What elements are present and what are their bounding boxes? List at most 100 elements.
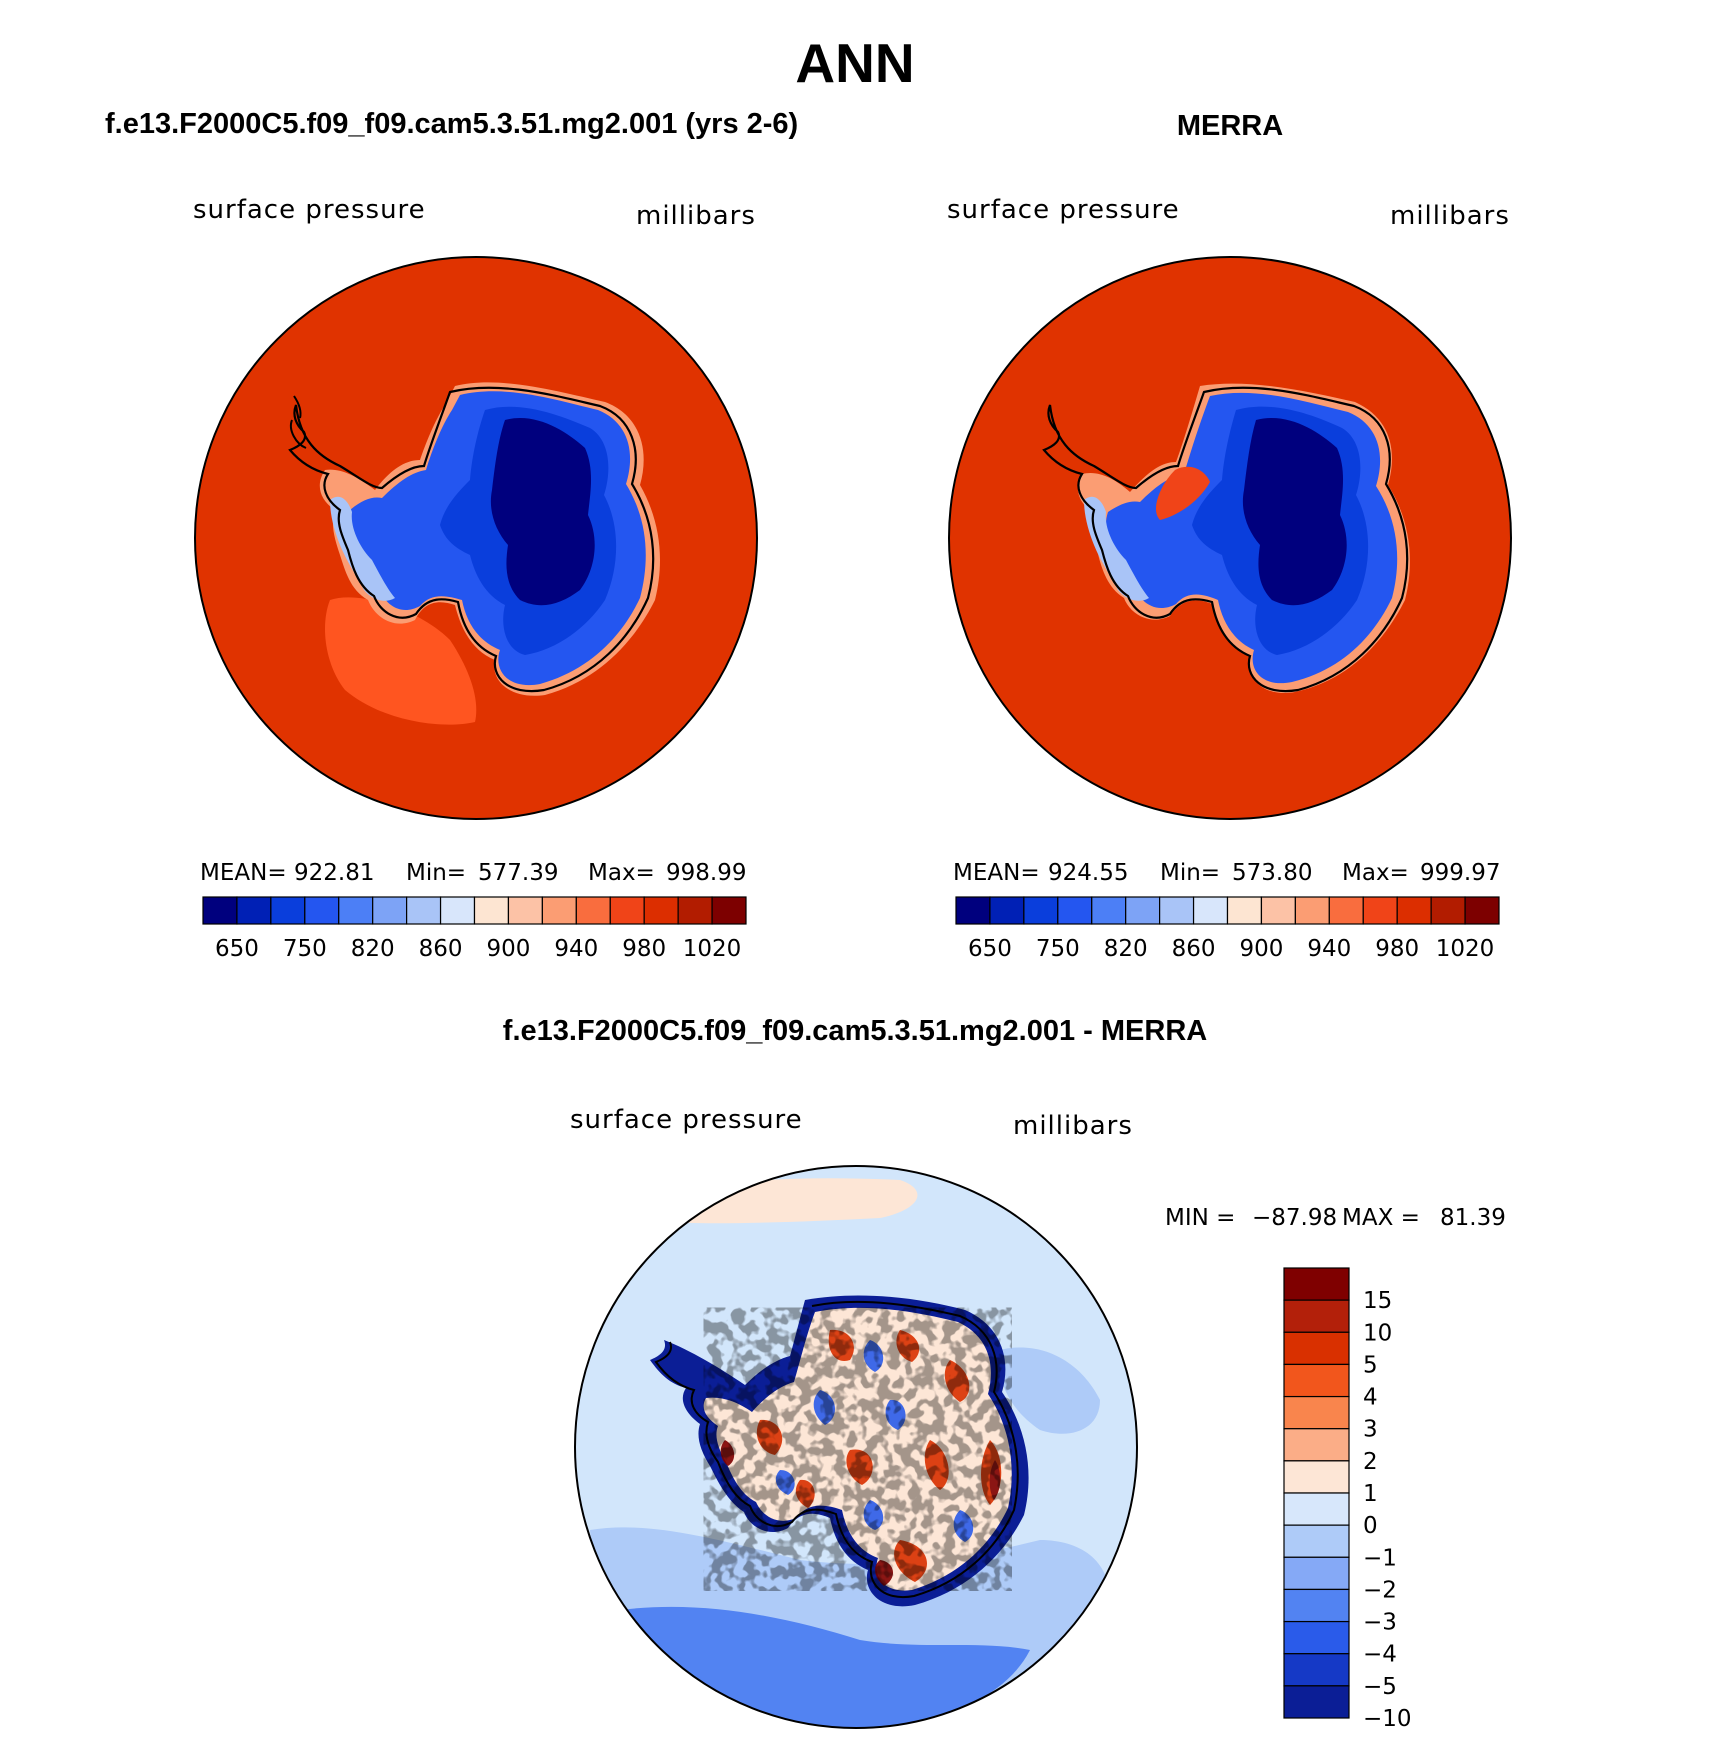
max-label: MAX = [1342,1205,1420,1231]
panel-diff-map [575,1166,1137,1728]
colorbar-tick-label: 1020 [1436,936,1495,962]
colorbar-tick-label: −10 [1363,1706,1412,1732]
colorbar-swatch [1283,1588,1350,1623]
colorbar-swatch [372,896,408,925]
colorbar-swatch [1283,1460,1350,1494]
colorbar-swatch [1362,896,1398,925]
min-value: 577.39 [478,860,558,886]
mean-value: 924.55 [1048,860,1128,886]
panel-model-map [195,257,757,819]
colorbar-swatch [1192,896,1229,925]
colorbar-swatch [609,896,645,925]
max-value: 998.99 [666,860,746,886]
panel-diff-units-label: millibars [1013,1111,1133,1141]
colorbar-swatch [1283,1620,1350,1655]
colorbar-swatch [1260,896,1296,925]
colorbar-tick-label: 820 [351,936,395,962]
colorbar-tick-label: −1 [1363,1545,1397,1571]
colorbar-tick-label: 900 [486,936,530,962]
colorbar-tick-label: −5 [1363,1674,1397,1700]
colorbar-swatch [989,896,1025,925]
colorbar-tick-label: 750 [1036,936,1080,962]
panel-diff-variable-label: surface pressure [570,1105,803,1135]
colorbar-swatch [202,896,238,925]
mean-label: MEAN= [200,860,287,886]
colorbar-swatch [955,896,991,925]
colorbar-tick-label: −3 [1363,1610,1397,1636]
panel-diff-colorbar [1283,1267,1350,1719]
colorbar-swatch [507,896,543,925]
mean-label: MEAN= [953,860,1040,886]
colorbar-tick-label: 980 [1375,936,1419,962]
min-value: 573.80 [1232,860,1312,886]
max-label: Max= [588,860,655,886]
diff-positive-north-band [638,1178,918,1224]
min-value: −87.98 [1252,1205,1337,1231]
colorbar-tick-label: 2 [1363,1449,1378,1475]
colorbar-swatch [1430,896,1466,925]
max-label: Max= [1342,860,1409,886]
panel-obs-map [949,257,1511,819]
panel-diff: f.e13.F2000C5.f09_f09.cam5.3.51.mg2.001 … [503,1015,1506,1740]
colorbar-swatch [575,896,611,925]
panel-model-variable-label: surface pressure [193,195,426,225]
panel-model-map-border [194,256,758,820]
colorbar-tick-label: −4 [1363,1642,1397,1668]
antarctica-coastline [288,386,655,693]
min-label: Min= [406,860,466,886]
colorbar-swatch [1283,1492,1350,1526]
colorbar-tick-label: 650 [215,936,259,962]
panel-obs-map-border [948,256,1512,820]
antarctica-coastline [1042,386,1409,693]
colorbar-tick-label: 980 [622,936,666,962]
colorbar-tick-label: 3 [1363,1417,1378,1443]
max-value: 999.97 [1420,860,1500,886]
panel-obs-stats: MEAN= 924.55 Min= 573.80 Max= 999.97 [953,860,1500,886]
panel-obs-variable-label: surface pressure [947,195,1180,225]
peninsula-fill [330,496,395,601]
colorbar-tick-label: 860 [419,936,463,962]
antarctica-plateau-core [1242,418,1347,606]
panel-obs-colorbar [955,896,1500,925]
figure-title: ANN [795,32,914,94]
antarctica-plateau-core [490,418,595,606]
colorbar-swatch [1464,896,1500,925]
colorbar-swatch [439,896,476,925]
colorbar-swatch [1125,896,1161,925]
panel-obs-colorbar-ticks: 650 750 820 860 900 940 980 1020 [968,936,1494,962]
colorbar-swatch [1283,1524,1350,1558]
min-label: Min= [1160,860,1220,886]
max-value: 81.39 [1440,1205,1506,1231]
colorbar-swatch [304,896,340,925]
ross-ice-shelf-fill [1155,466,1210,520]
peninsula-fill [1084,496,1149,601]
panel-diff-title: f.e13.F2000C5.f09_f09.cam5.3.51.mg2.001 … [503,1015,1207,1047]
peninsula-tip-coastline [290,395,307,449]
colorbar-tick-label: 860 [1172,936,1216,962]
colorbar-tick-label: 650 [968,936,1012,962]
colorbar-swatch [1283,1299,1350,1333]
colorbar-tick-label: 15 [1363,1288,1392,1314]
colorbar-tick-label: 4 [1363,1385,1378,1411]
panel-obs-units-label: millibars [1390,201,1510,231]
diff-negative-east-patch [999,1347,1100,1434]
panel-model-colorbar [202,896,747,925]
colorbar-swatch [473,896,510,925]
colorbar-swatch [1283,1653,1350,1687]
colorbar-tick-label: 940 [554,936,598,962]
colorbar-swatch [270,896,306,925]
colorbar-tick-label: 0 [1363,1513,1378,1539]
panel-model-units-label: millibars [636,201,756,231]
colorbar-swatch [1226,896,1263,925]
mean-value: 922.81 [294,860,374,886]
colorbar-swatch [338,896,374,925]
colorbar-tick-label: 1020 [683,936,742,962]
colorbar-tick-label: 1 [1363,1481,1378,1507]
colorbar-swatch [643,896,679,925]
colorbar-swatch [1057,896,1093,925]
colorbar-tick-label: 900 [1239,936,1283,962]
colorbar-swatch [1283,1685,1350,1719]
colorbar-swatch [711,896,747,925]
